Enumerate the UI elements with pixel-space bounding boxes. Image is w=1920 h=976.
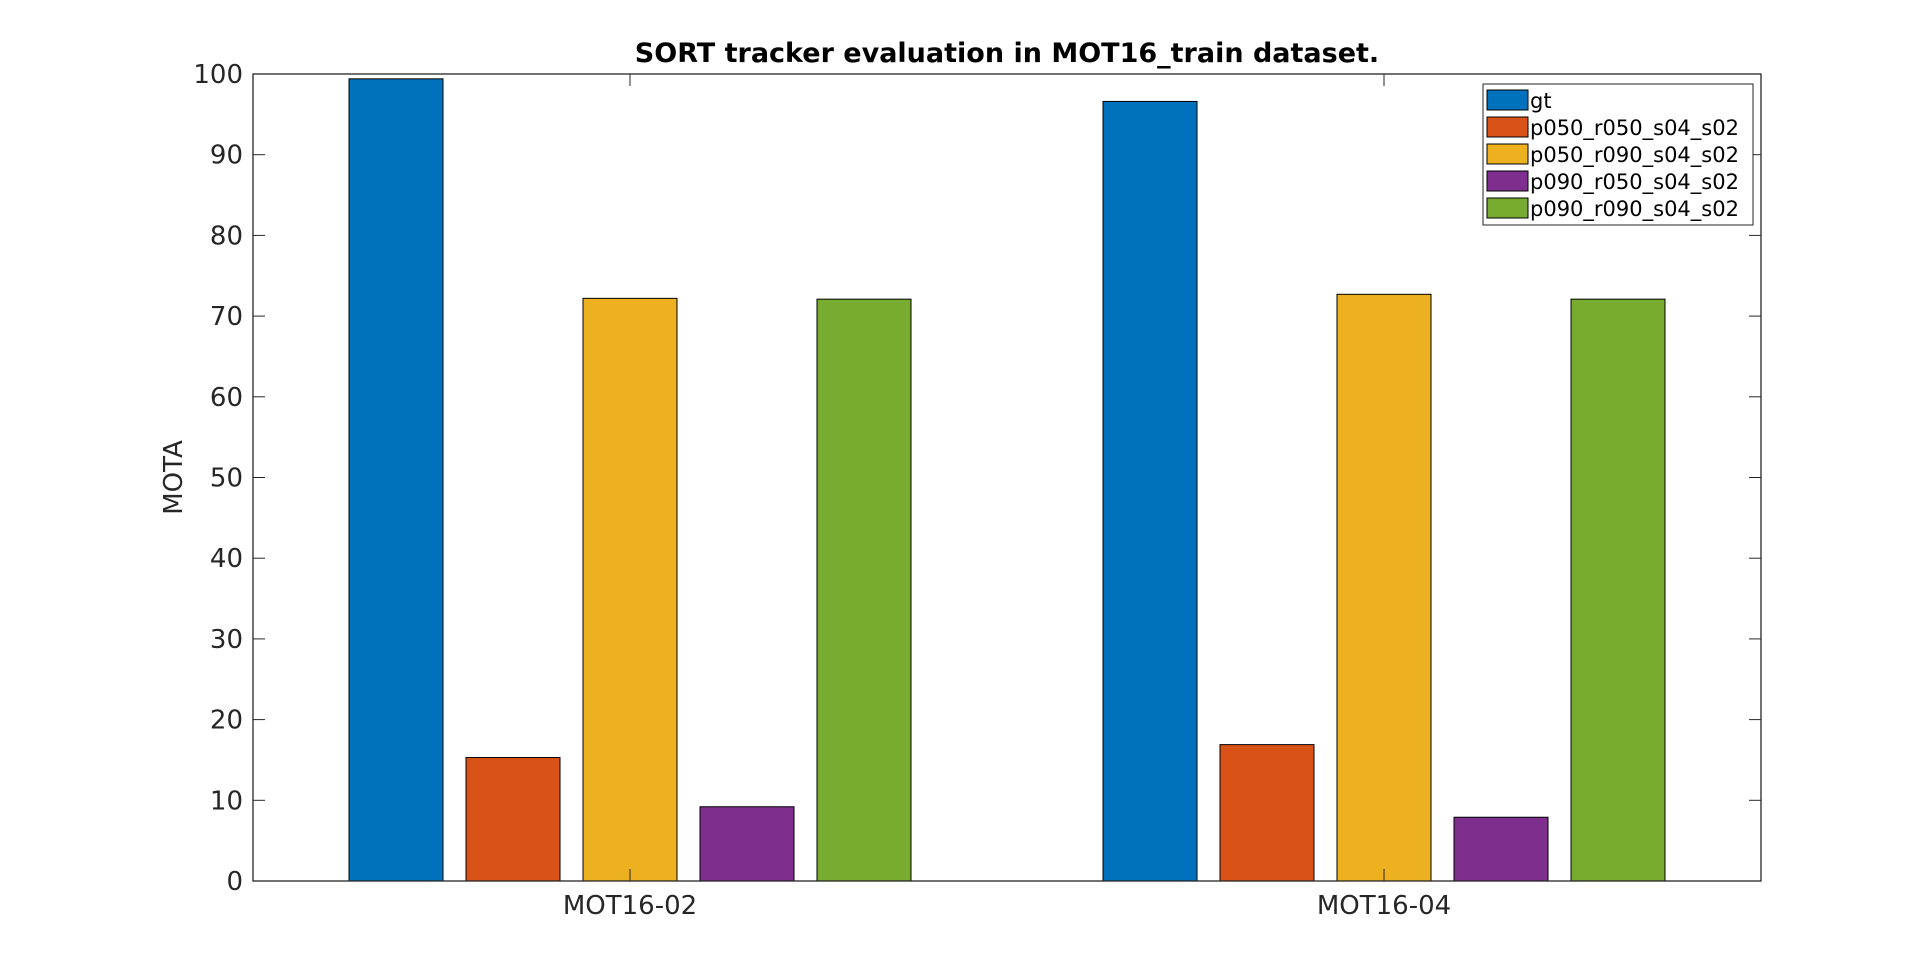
- legend-label: p050_r050_s04_s02: [1530, 116, 1739, 141]
- y-tick-label: 70: [210, 302, 243, 332]
- x-tick-label: MOT16-04: [1317, 891, 1451, 921]
- y-tick-label: 50: [210, 464, 243, 494]
- legend-swatch: [1486, 143, 1529, 165]
- legend-swatch: [1486, 89, 1529, 111]
- legend-label: p050_r090_s04_s02: [1530, 143, 1739, 168]
- y-tick-label: 60: [210, 383, 243, 413]
- bar: [582, 297, 678, 882]
- legend-label: gt: [1530, 89, 1552, 113]
- y-tick-label: 100: [193, 60, 243, 90]
- y-tick-label: 10: [210, 786, 243, 816]
- bar: [699, 806, 795, 882]
- x-tick-label: MOT16-02: [563, 891, 697, 921]
- y-tick-label: 0: [226, 867, 243, 897]
- bar: [1102, 100, 1198, 882]
- legend-swatch: [1486, 116, 1529, 138]
- bar: [465, 757, 561, 882]
- y-tick-label: 40: [210, 544, 243, 574]
- bar: [1336, 293, 1432, 882]
- bars-layer: [348, 78, 1666, 882]
- bar: [816, 298, 912, 882]
- y-tick-label: 90: [210, 141, 243, 171]
- legend-label: p090_r050_s04_s02: [1530, 170, 1739, 195]
- y-tick-label: 30: [210, 625, 243, 655]
- ticks-layer: 0 10 20 30 40 50 60 70 80 90 100 MOT16-02 MOT16-04: [193, 60, 1761, 921]
- legend-label: p090_r090_s04_s02: [1530, 197, 1739, 222]
- legend: gtp050_r050_s04_s02p050_r090_s04_s02p090…: [1482, 83, 1754, 226]
- legend-swatch: [1486, 170, 1529, 192]
- bar: [1219, 744, 1315, 882]
- bar: [348, 78, 444, 882]
- y-tick-label: 20: [210, 706, 243, 736]
- y-axis-label: MOTA: [159, 440, 189, 515]
- y-tick-label: 80: [210, 221, 243, 251]
- bar: [1570, 298, 1666, 882]
- bar: [1453, 816, 1549, 882]
- legend-swatch: [1486, 197, 1529, 219]
- chart-title: SORT tracker evaluation in MOT16_train d…: [635, 38, 1379, 69]
